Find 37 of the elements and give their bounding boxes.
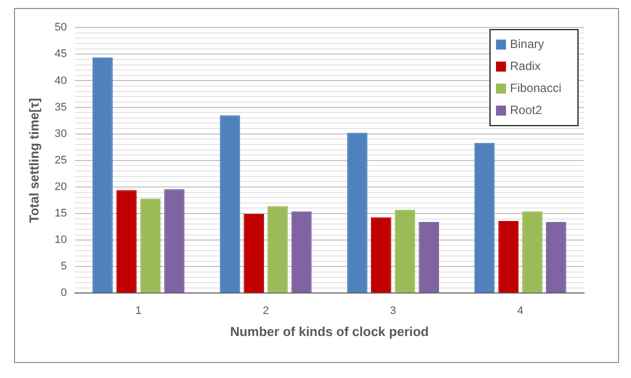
bar [220, 115, 240, 293]
y-tick-label: 25 [54, 154, 67, 166]
y-tick-label: 50 [54, 22, 67, 34]
y-tick-label: 5 [60, 260, 67, 273]
bar [370, 217, 392, 293]
y-tick-label: 20 [54, 180, 67, 193]
legend-label: Root2 [510, 102, 542, 117]
bar [140, 198, 161, 293]
bar [116, 190, 137, 293]
x-axis-title: Number of kinds of clock period [230, 324, 429, 339]
legend-label: Radix [510, 58, 541, 73]
bar [347, 132, 368, 293]
y-tick-label: 45 [54, 48, 67, 60]
x-tick-label: 1 [135, 304, 142, 317]
bar [522, 211, 542, 293]
y-tick-label: 40 [54, 74, 67, 87]
x-tick-label: 4 [517, 304, 524, 317]
y-tick-label: 10 [54, 234, 67, 246]
bar [394, 210, 416, 293]
y-tick-label: 15 [54, 208, 67, 220]
y-tick-label: 30 [54, 128, 67, 140]
bar [92, 57, 113, 293]
bar [418, 222, 440, 293]
bar [244, 214, 264, 293]
legend-label: Binary [510, 36, 544, 51]
y-axis-title: Total settling time[τ] [26, 98, 42, 223]
y-tick-label: 35 [54, 101, 67, 114]
bar [164, 189, 184, 293]
bar [546, 222, 566, 293]
y-tick-label: 0 [60, 287, 67, 300]
bar [291, 211, 312, 293]
x-tick-label: 2 [262, 304, 269, 317]
x-tick-label: 3 [390, 304, 396, 317]
bar [474, 142, 495, 293]
bar [268, 206, 288, 293]
legend-label: Fibonacci [510, 80, 562, 95]
bar [498, 220, 519, 293]
